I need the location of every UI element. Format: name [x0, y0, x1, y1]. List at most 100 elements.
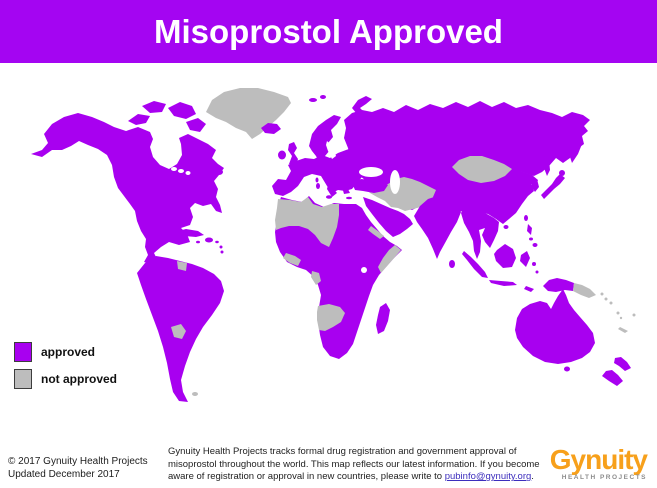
- region-united-kingdom: [288, 142, 298, 165]
- region-eritrea-djibouti: [368, 226, 384, 239]
- black-sea: [359, 167, 383, 177]
- region-arctic-islands: [128, 114, 150, 125]
- region-italy: [321, 172, 337, 197]
- title-bar: Misoprostol Approved: [0, 0, 657, 63]
- region-novaya-zemlya: [352, 96, 372, 114]
- region-suriname: [177, 261, 187, 271]
- region-iceland: [261, 123, 281, 134]
- region-solomon-islands: [604, 297, 608, 301]
- region-antilles: [219, 245, 223, 249]
- region-northwest-africa: [275, 197, 339, 247]
- region-india: [414, 196, 461, 259]
- region-vanuatu: [616, 311, 620, 315]
- region-new-caledonia: [618, 327, 628, 333]
- legend-item-not-approved: not approved: [14, 369, 117, 389]
- region-vanuatu: [619, 316, 623, 320]
- region-antilles: [220, 250, 224, 254]
- region-sumatra: [462, 251, 488, 278]
- region-moluccas: [532, 262, 536, 266]
- region-puerto-rico: [215, 240, 219, 244]
- footer-copyright: © 2017 Gynuity Health Projects Updated D…: [8, 455, 148, 481]
- great-lake: [185, 171, 191, 175]
- caspian-sea: [390, 170, 400, 194]
- region-baffin-island: [186, 118, 206, 132]
- region-arabian-peninsula: [363, 197, 413, 237]
- region-arctic-islands: [168, 102, 196, 119]
- region-paraguay: [171, 324, 186, 339]
- region-sardinia: [316, 183, 320, 189]
- great-lake: [171, 167, 177, 171]
- great-lake: [178, 169, 184, 173]
- updated-line: Updated December 2017: [8, 469, 120, 480]
- footer-description: Gynuity Health Projects tracks formal dr…: [168, 446, 560, 484]
- region-corsica: [315, 177, 319, 183]
- region-gabon: [311, 271, 321, 285]
- region-fiji: [632, 313, 636, 317]
- legend-label-approved: approved: [41, 345, 96, 359]
- region-kamchatka: [569, 131, 582, 163]
- region-japan: [541, 174, 565, 199]
- email-link[interactable]: pubinfo@gynuity.org: [444, 471, 532, 483]
- region-sri-lanka: [449, 260, 455, 268]
- logo-subtext: HEALTH PROJECTS: [561, 474, 647, 481]
- logo-wordmark: Gynuity: [549, 444, 648, 475]
- region-philippines: [529, 237, 533, 241]
- region-australia: [515, 289, 595, 364]
- region-turkey: [352, 179, 388, 193]
- page-title: Misoprostol Approved: [154, 12, 503, 50]
- region-new-zealand: [614, 357, 631, 371]
- region-tasmania: [564, 366, 570, 372]
- region-jamaica: [196, 240, 200, 244]
- region-africa: [275, 196, 402, 359]
- region-scandinavia: [309, 115, 341, 164]
- region-russia: [344, 101, 590, 176]
- region-solomon-islands: [600, 292, 604, 296]
- region-newfoundland: [215, 169, 223, 175]
- region-svalbard: [309, 98, 317, 102]
- region-moluccas: [535, 270, 539, 274]
- legend-item-approved: approved: [14, 342, 117, 362]
- region-solomon-islands: [609, 301, 613, 305]
- legend-swatch-approved: [14, 342, 32, 362]
- region-new-guinea-west: [543, 278, 574, 292]
- description-text: Gynuity Health Projects tracks formal dr…: [168, 446, 540, 483]
- region-southeast-asia: [461, 204, 499, 259]
- description-period: .: [531, 471, 534, 483]
- region-madagascar: [376, 303, 390, 334]
- region-svalbard: [320, 95, 326, 99]
- region-hainan: [503, 225, 509, 229]
- gynuity-logo: Gynuity HEALTH PROJECTS: [549, 444, 648, 481]
- lake-victoria: [361, 267, 367, 273]
- region-cote-divoire-liberia: [283, 253, 301, 266]
- region-syria-iraq-iran-afghanistan: [364, 177, 436, 211]
- region-sulawesi: [520, 251, 530, 267]
- region-mongolia: [452, 156, 512, 183]
- region-hispaniola: [205, 237, 213, 243]
- legend-label-not-approved: not approved: [41, 372, 118, 386]
- region-arctic-islands: [142, 101, 166, 113]
- region-somalia: [378, 245, 401, 273]
- region-greece: [341, 178, 353, 194]
- region-sakhalin: [543, 155, 550, 176]
- region-borneo: [494, 244, 516, 268]
- region-taiwan: [524, 215, 528, 221]
- region-hokkaido: [559, 170, 565, 176]
- region-north-america: [31, 113, 224, 269]
- copyright-line: © 2017 Gynuity Health Projects: [8, 456, 148, 467]
- region-namibia-botswana: [317, 304, 345, 331]
- region-cuba: [174, 229, 204, 237]
- region-ireland: [278, 150, 286, 160]
- region-java: [489, 280, 517, 286]
- region-timor: [524, 286, 534, 292]
- region-korea: [531, 179, 539, 192]
- region-philippines: [532, 243, 538, 247]
- legend-swatch-not-approved: [14, 369, 32, 389]
- region-falkland-islands: [192, 392, 198, 396]
- region-new-zealand: [602, 370, 623, 386]
- baltic-sea: [326, 141, 336, 159]
- region-philippines: [527, 224, 532, 235]
- region-sicily: [326, 195, 332, 199]
- legend: approved not approved: [14, 342, 117, 396]
- region-greenland: [206, 88, 291, 139]
